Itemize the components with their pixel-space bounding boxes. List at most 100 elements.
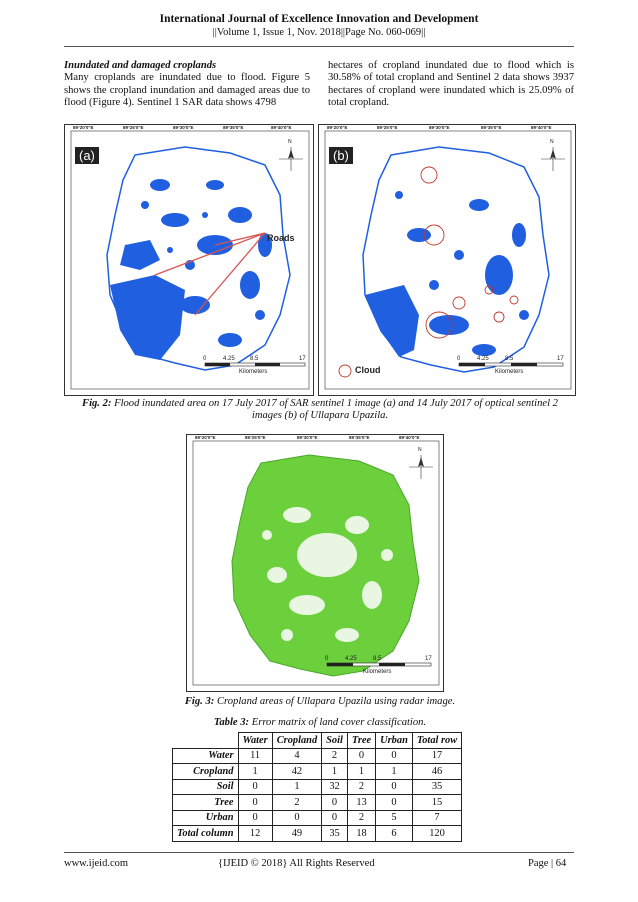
table-header-row: Water Cropland Soil Tree Urban Total row (172, 732, 463, 749)
coord-top-c-2: 89°30'0"E (297, 435, 318, 440)
table-cell: 1 (237, 763, 273, 780)
table-cell: 35 (411, 778, 463, 795)
scale-bar-b-icon (458, 362, 564, 367)
scale-tick-a-3: 17 (299, 356, 306, 362)
row-label: Urban (172, 809, 239, 826)
coord-top-a-1: 89°25'0"E (123, 125, 144, 130)
fig2-map-a: (a) Roads N 0 4.25 8.5 17 Kilometers 89°… (64, 124, 314, 396)
coord-top-c-1: 89°25'0"E (245, 435, 266, 440)
scale-tick-b-3: 17 (557, 356, 564, 362)
cloud-legend-label: Cloud (355, 365, 381, 375)
footer-rule (64, 852, 574, 853)
scale-tick-b-0: 0 (457, 356, 461, 362)
table3-caption-label: Table 3: (213, 717, 250, 728)
error-matrix-table: Water Cropland Soil Tree Urban Total row… (172, 732, 463, 842)
north-label-c: N (418, 447, 422, 453)
north-arrow-b-icon (541, 147, 565, 171)
flood-map-b-graphic (324, 130, 572, 390)
table-cell: 2 (271, 794, 323, 811)
footer-website: www.ijeid.com (64, 858, 129, 869)
table-row: Soil 0 1 32 2 0 35 (172, 778, 463, 795)
table-cell: 42 (271, 763, 323, 780)
coord-top-b-3: 89°35'0"E (481, 125, 502, 130)
row-label: Water (172, 747, 239, 764)
fig2-map-b: (b) Cloud N 0 4.25 8.5 17 Kilometers 89°… (318, 124, 576, 396)
scale-tick-c-2: 8.5 (373, 656, 382, 662)
coord-top-a-0: 89°20'0"E (73, 125, 94, 130)
scale-tick-c-1: 4.25 (345, 656, 357, 662)
scale-tick-a-2: 8.5 (250, 356, 259, 362)
right-paragraph: hectares of cropland inundated due to fl… (328, 60, 574, 109)
table-cell: 0 (237, 809, 273, 826)
table-cell: 46 (411, 763, 463, 780)
col-header-water: Water (237, 732, 273, 749)
col-header-cropland: Cropland (271, 732, 323, 749)
scale-tick-a-1: 4.25 (223, 356, 235, 362)
table-cell: 32 (321, 778, 348, 795)
cropland-map-graphic (192, 440, 440, 686)
table-cell: 1 (321, 763, 348, 780)
table-cell: 120 (411, 825, 463, 842)
coord-top-a-2: 89°30'0"E (173, 125, 194, 130)
coord-top-a-4: 89°40'0"E (271, 125, 292, 130)
table3-caption: Table 3: Error matrix of land cover clas… (80, 717, 560, 729)
row-label: Soil (172, 778, 239, 795)
table-cell: 0 (375, 778, 413, 795)
coord-top-c-0: 89°20'0"E (195, 435, 216, 440)
table-cell: 0 (237, 794, 273, 811)
col-header-urban: Urban (375, 732, 413, 749)
scale-bar-c-icon (326, 662, 432, 667)
coord-top-c-3: 89°35'0"E (349, 435, 370, 440)
footer-copyright: {IJEID © 2018} All Rights Reserved (218, 858, 375, 869)
table-cell: 1 (346, 763, 377, 780)
north-label-b: N (550, 139, 554, 145)
flood-map-a-graphic (70, 130, 310, 390)
section-title: Inundated and damaged croplands (64, 60, 217, 71)
coord-top-b-4: 89°40'0"E (531, 125, 552, 130)
fig2-caption-text: Flood inundated area on 17 July 2017 of … (114, 398, 558, 422)
table3-caption-text: Error matrix of land cover classificatio… (251, 717, 427, 728)
scale-tick-c-3: 17 (425, 656, 432, 662)
table-cell: 0 (375, 747, 413, 764)
table-cell: 0 (375, 794, 413, 811)
table-cell: 2 (346, 778, 377, 795)
table-row: Tree 0 2 0 13 0 15 (172, 794, 463, 811)
fig3-caption-text: Cropland areas of Ullapara Upazila using… (216, 696, 456, 707)
panel-label-b: (b) (329, 147, 353, 164)
scale-unit-b: Kilometers (495, 369, 524, 375)
col-header-tree: Tree (346, 732, 377, 749)
table-cell: 2 (346, 809, 377, 826)
table-cell: 17 (411, 747, 463, 764)
table-cell: 0 (321, 809, 348, 826)
row-label: Tree (172, 794, 239, 811)
scale-tick-b-2: 8.5 (505, 356, 514, 362)
col-header-total-row: Total row (411, 732, 463, 749)
table-row: Water 11 4 2 0 0 17 (172, 747, 463, 764)
fig3-caption: Fig. 3: Cropland areas of Ullapara Upazi… (80, 696, 560, 708)
row-label: Total column (172, 825, 239, 842)
table-cell: 4 (271, 747, 323, 764)
coord-top-b-1: 89°25'0"E (377, 125, 398, 130)
table-cell: 0 (237, 778, 273, 795)
table-cell: 35 (321, 825, 348, 842)
left-column-text: Inundated and damaged croplands Many cro… (64, 60, 310, 110)
table-cell: 11 (237, 747, 273, 764)
table-corner-cell (172, 732, 239, 749)
footer-page-number: Page | 64 (528, 858, 567, 869)
col-header-soil: Soil (321, 732, 348, 749)
scale-bar-icon (204, 362, 306, 367)
fig3-caption-label: Fig. 3: (184, 696, 215, 707)
page-header: International Journal of Excellence Inno… (0, 12, 638, 39)
fig2-caption-label: Fig. 2: (82, 398, 112, 409)
table-cell: 1 (271, 778, 323, 795)
scale-unit-a: Kilometers (239, 369, 268, 375)
coord-top-a-3: 89°35'0"E (223, 125, 244, 130)
table-cell: 2 (321, 747, 348, 764)
north-arrow-c-icon (409, 455, 433, 479)
panel-label-a: (a) (75, 147, 99, 164)
scale-unit-c: Kilometers (363, 669, 392, 675)
scale-tick-c-0: 0 (325, 656, 329, 662)
table-cell: 13 (346, 794, 377, 811)
table-cell: 18 (346, 825, 377, 842)
scale-tick-a-0: 0 (203, 356, 207, 362)
